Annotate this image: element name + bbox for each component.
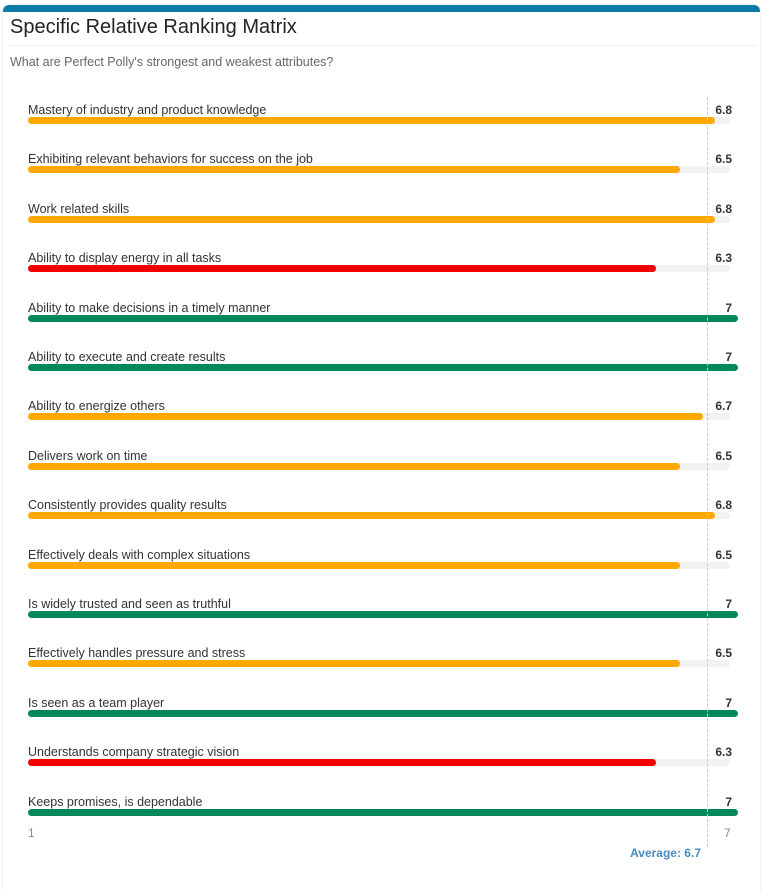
- ranking-row: Keeps promises, is dependable 7: [28, 795, 730, 835]
- row-label: Ability to make decisions in a timely ma…: [28, 301, 270, 315]
- bar: [28, 562, 680, 569]
- row-label: Mastery of industry and product knowledg…: [28, 103, 266, 117]
- ranking-row: Exhibiting relevant behaviors for succes…: [28, 152, 730, 192]
- bar: [28, 759, 656, 766]
- average-line: [707, 97, 708, 847]
- row-value: 7: [725, 597, 732, 611]
- row-label: Work related skills: [28, 202, 129, 216]
- row-label: Exhibiting relevant behaviors for succes…: [28, 152, 313, 166]
- row-label: Ability to display energy in all tasks: [28, 251, 221, 265]
- ranking-row: Understands company strategic vision 6.3: [28, 745, 730, 785]
- row-value: 7: [725, 301, 732, 315]
- ranking-row: Delivers work on time 6.5: [28, 449, 730, 489]
- ranking-row: Effectively deals with complex situation…: [28, 548, 730, 588]
- row-value: 7: [725, 350, 732, 364]
- bar: [28, 216, 715, 223]
- ranking-row: Effectively handles pressure and stress …: [28, 646, 730, 686]
- row-label: Ability to energize others: [28, 399, 165, 413]
- row-value: 7: [725, 795, 732, 809]
- ranking-row: Ability to energize others 6.7: [28, 399, 730, 439]
- row-label: Is widely trusted and seen as truthful: [28, 597, 231, 611]
- bar: [28, 117, 715, 124]
- ranking-row: Is seen as a team player 7: [28, 696, 730, 736]
- bar: [28, 463, 680, 470]
- row-label: Understands company strategic vision: [28, 745, 239, 759]
- bar: [28, 364, 738, 371]
- bar: [28, 413, 703, 420]
- ranking-row: Ability to execute and create results 7: [28, 350, 730, 390]
- row-value: 6.8: [715, 498, 732, 512]
- ranking-row: Ability to display energy in all tasks 6…: [28, 251, 730, 291]
- axis-min-label: 1: [28, 826, 35, 840]
- bar: [28, 512, 715, 519]
- ranking-row: Work related skills 6.8: [28, 202, 730, 242]
- row-label: Consistently provides quality results: [28, 498, 227, 512]
- row-value: 6.8: [715, 202, 732, 216]
- axis-max-label: 7: [724, 826, 731, 840]
- ranking-row: Is widely trusted and seen as truthful 7: [28, 597, 730, 637]
- row-value: 6.3: [715, 745, 732, 759]
- row-value: 6.5: [715, 646, 732, 660]
- bar: [28, 315, 738, 322]
- row-label: Effectively handles pressure and stress: [28, 646, 245, 660]
- ranking-row: Ability to make decisions in a timely ma…: [28, 301, 730, 341]
- row-value: 7: [725, 696, 732, 710]
- row-label: Ability to execute and create results: [28, 350, 225, 364]
- ranking-row: Consistently provides quality results 6.…: [28, 498, 730, 538]
- bar: [28, 265, 656, 272]
- row-label: Is seen as a team player: [28, 696, 164, 710]
- row-label: Delivers work on time: [28, 449, 147, 463]
- bar: [28, 809, 738, 816]
- row-label: Effectively deals with complex situation…: [28, 548, 250, 562]
- bar: [28, 710, 738, 717]
- row-value: 6.8: [715, 103, 732, 117]
- row-label: Keeps promises, is dependable: [28, 795, 202, 809]
- bar: [28, 611, 738, 618]
- bar: [28, 660, 680, 667]
- row-value: 6.5: [715, 548, 732, 562]
- row-value: 6.5: [715, 152, 732, 166]
- row-value: 6.7: [715, 399, 732, 413]
- ranking-row: Mastery of industry and product knowledg…: [28, 103, 730, 143]
- row-value: 6.3: [715, 251, 732, 265]
- bar: [28, 166, 680, 173]
- row-value: 6.5: [715, 449, 732, 463]
- average-label: Average: 6.7: [630, 846, 701, 860]
